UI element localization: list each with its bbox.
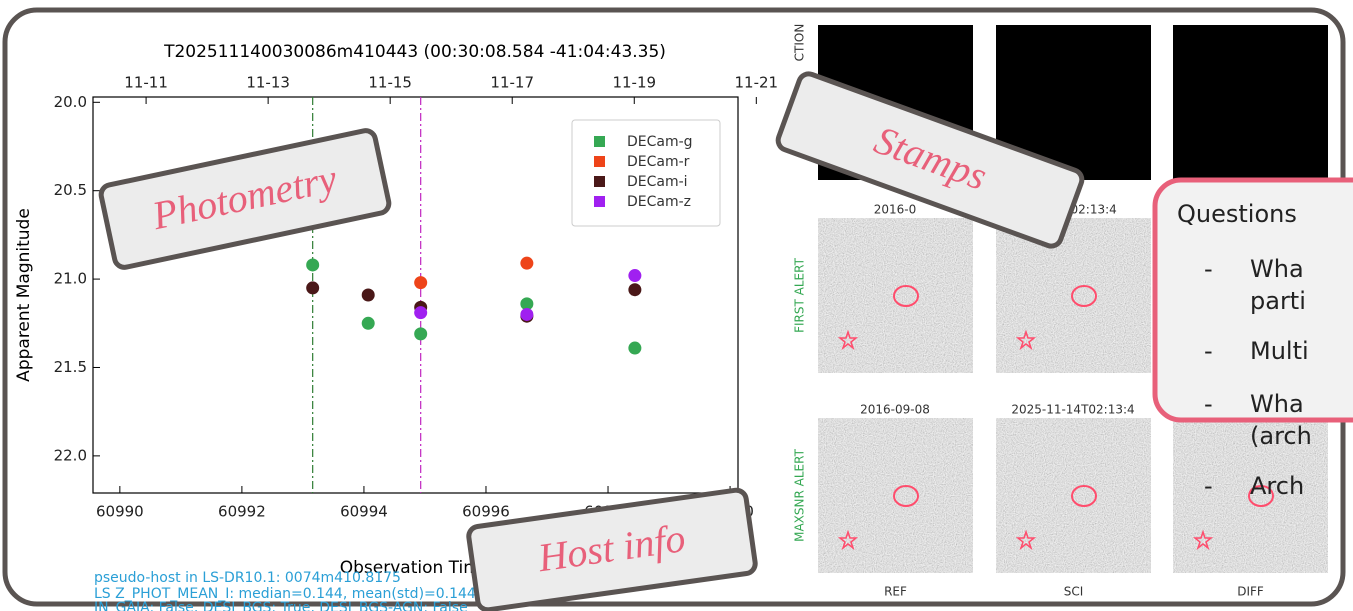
stamp-column-label: REF [884,585,907,599]
host-line: pseudo-host in LS-DR10.1: 0074m410.8175 [94,570,401,586]
y-tick-label: 20.5 [54,181,87,199]
question-text: (arch [1250,422,1312,450]
x2-tick-label: 11-21 [735,74,779,92]
host-marker [1192,529,1214,551]
questions-title: Questions [1177,200,1297,228]
legend-swatch [594,156,605,167]
source-marker [893,285,919,307]
stamp-date: 2016-09-08 [860,403,930,417]
x2-tick-label: 11-13 [246,74,290,92]
stamp-date: 2016-0 [874,203,917,217]
source-marker [893,485,919,507]
stamp-row-label: FIRST ALERT [793,257,807,332]
legend-swatch [594,176,605,187]
questions-box: Questions - Wha parti - Multi - Wha (arch - Arch [1152,177,1353,500]
bullet-dash: - [1204,472,1213,500]
y-tick-label: 20.0 [54,93,87,111]
stamp [996,418,1151,573]
stamp [818,418,973,573]
stamp-row-label: CTION [793,24,807,62]
point [414,306,428,320]
x-axis-label: Observation Time [340,558,491,578]
legend-label: DECam-i [627,174,688,190]
x2-tick-label: 11-11 [124,74,168,92]
stamp-date: T02:13:4 [1062,203,1117,217]
callout: Host info [466,487,758,611]
question-text: parti [1250,287,1306,315]
point [520,297,534,311]
point [414,327,428,341]
point [520,256,534,270]
host-marker [837,529,859,551]
y-axis-label: Apparent Magnitude [14,208,34,382]
host-marker [837,329,859,351]
question-text: Multi [1250,337,1309,365]
source-marker [1248,485,1274,507]
x-tick-label: 60990 [96,503,144,521]
bullet-dash: - [1204,337,1213,365]
stamp-row-label: MAXSNR ALERT [793,448,807,541]
legend-swatch [594,196,605,207]
chart-title: T202511140030086m410443 (00:30:08.584 -4… [163,42,666,62]
host-info: pseudo-host in LS-DR10.1: 0074m410.8175 … [94,570,504,611]
callout: Stamps [775,71,1085,249]
x2-tick-label: 11-15 [368,74,412,92]
stamp [818,218,973,373]
host-marker [1015,329,1037,351]
stamp-column-label: DIFF [1237,585,1264,599]
point [361,316,375,330]
plot-area [92,96,739,494]
x2-tick-label: 11-19 [612,74,656,92]
y-tick-label: 22.0 [54,446,87,464]
legend-swatch [594,136,605,147]
host-line: LS Z_PHOT_MEAN_I: median=0.144, mean(std… [94,586,504,602]
x-tick-label: 60996 [462,503,510,521]
source-marker [1071,285,1097,307]
host-line: IN_GAIA: False, DESI_BGS: True, DESI_BGS… [94,600,468,611]
point [306,281,320,295]
legend-label: DECam-r [627,154,690,170]
x2-tick-label: 11-17 [490,74,534,92]
point [628,283,642,297]
point [414,276,428,290]
question-text: Arch [1250,472,1304,500]
callout: Photometry [98,128,392,270]
point [628,341,642,355]
stamp [1173,25,1328,180]
y-tick-label: 21.0 [54,270,87,288]
x-tick-label: 60992 [218,503,266,521]
bullet-dash: - [1204,390,1213,418]
point [628,269,642,283]
legend-label: DECam-z [627,194,691,210]
y-tick-label: 21.5 [54,358,87,376]
bullet-dash: - [1204,255,1213,283]
point [306,258,320,272]
plot-content [306,97,642,493]
stamp [996,218,1151,373]
source-marker [1071,485,1097,507]
stamp-date: 2025-11-14T02:13:4 [1011,403,1134,417]
point [520,307,534,321]
x-tick-label: 60994 [340,503,388,521]
question-text: Wha [1250,255,1304,283]
question-text: Wha [1250,390,1304,418]
host-marker [1015,529,1037,551]
stamp-column-label: SCI [1064,585,1084,599]
legend-box [571,119,721,227]
point [361,288,375,302]
legend-label: DECam-g [627,134,693,150]
